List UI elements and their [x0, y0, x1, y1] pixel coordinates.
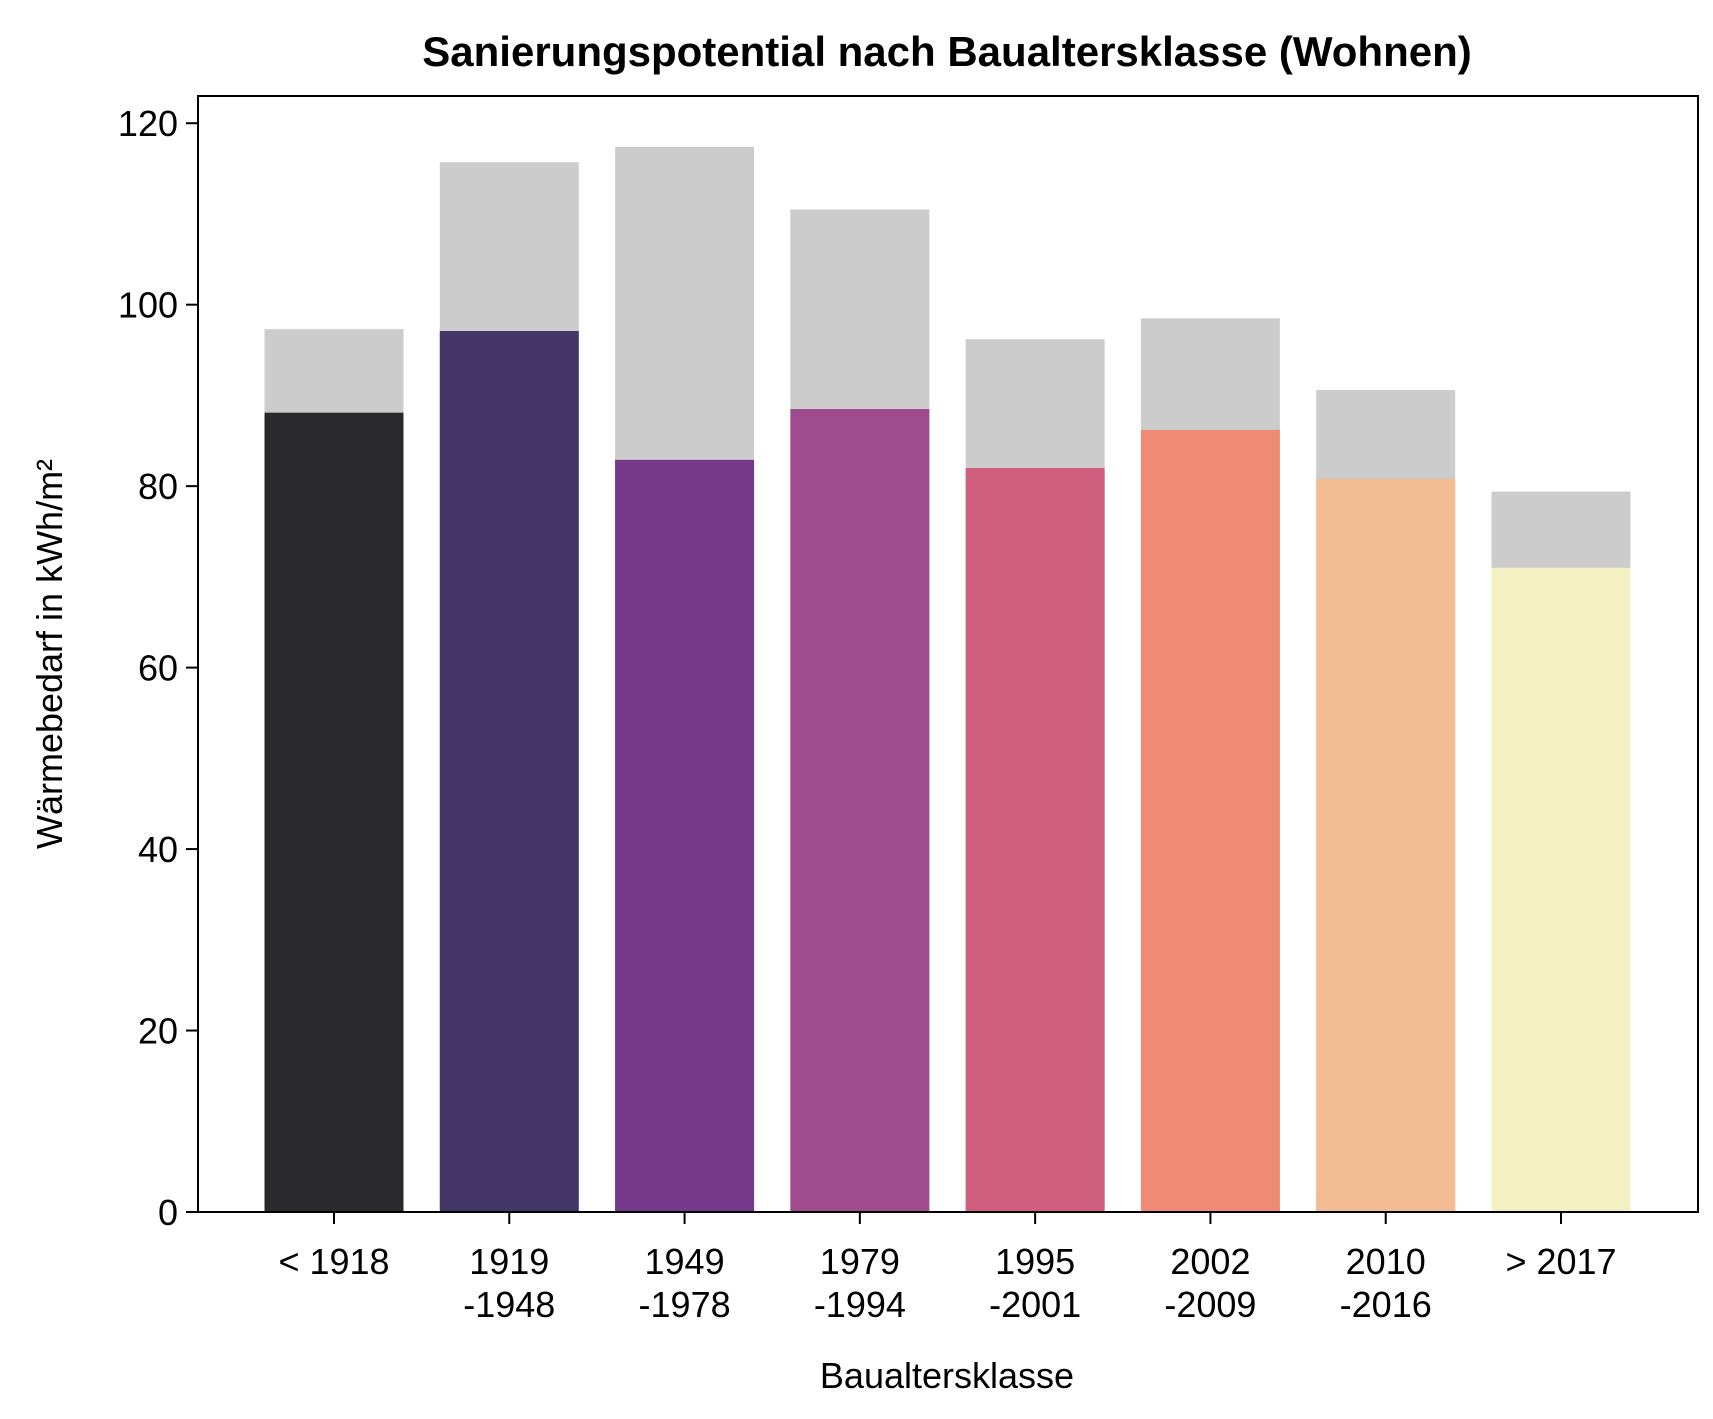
bar-refurbished — [790, 409, 930, 1212]
y-tick-label: 60 — [138, 648, 178, 689]
bar-refurbished — [264, 412, 404, 1212]
x-tick-label: < 1918 — [278, 1241, 389, 1282]
x-axis: < 1918 1919 -1948 1949 -1978 1979 -1994 1995 -20… — [278, 1212, 1617, 1325]
bar-refurbished — [439, 330, 579, 1212]
bar-refurbished — [965, 468, 1105, 1212]
bar-refurbished — [1140, 429, 1280, 1212]
x-axis-label: Baualtersklasse — [820, 1355, 1074, 1396]
x-tick-label: 1919 -1948 — [463, 1241, 555, 1325]
bar-refurbished — [1491, 567, 1631, 1212]
bar-refurbished — [1316, 478, 1456, 1212]
chart-title: Sanierungspotential nach Baualtersklasse… — [422, 28, 1471, 75]
y-tick-label: 120 — [118, 103, 178, 144]
x-tick-label: > 2017 — [1505, 1241, 1616, 1282]
bar-refurbished — [615, 459, 755, 1213]
x-tick-label: 2010 -2016 — [1340, 1241, 1432, 1325]
x-tick-label: 1979 -1994 — [814, 1241, 906, 1325]
y-tick-label: 40 — [138, 829, 178, 870]
bars-group — [264, 146, 1631, 1213]
y-tick-label: 80 — [138, 466, 178, 507]
y-tick-label: 20 — [138, 1011, 178, 1052]
y-axis-label: Wärmebedarf in kWh/m² — [29, 459, 70, 849]
y-axis: 0 20 40 60 80 100 120 — [118, 103, 198, 1233]
x-tick-label: 2002 -2009 — [1164, 1241, 1256, 1325]
x-tick-label: 1949 -1978 — [639, 1241, 731, 1325]
x-tick-label: 1995 -2001 — [989, 1241, 1081, 1325]
y-tick-label: 0 — [158, 1192, 178, 1233]
y-tick-label: 100 — [118, 285, 178, 326]
plot-frame — [197, 95, 1699, 1213]
